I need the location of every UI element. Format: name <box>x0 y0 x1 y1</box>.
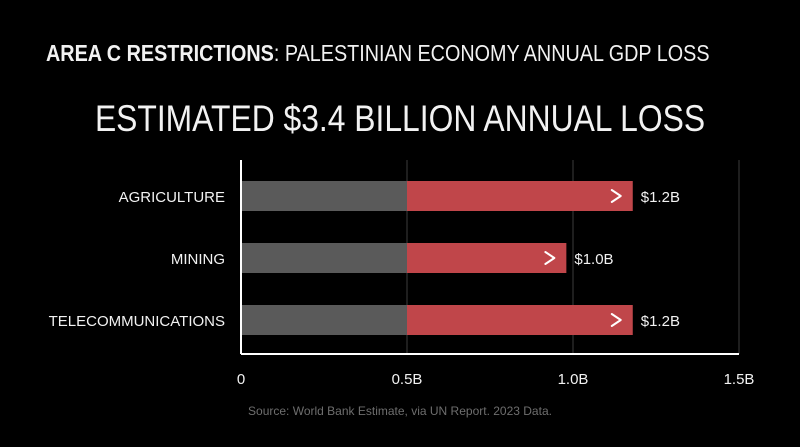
bar-chart: 0 0.5B 1.0B 1.5B AGRICULTURE $1.2B MINING $1.0… <box>49 160 755 388</box>
chart-headline: ESTIMATED $3.4 BILLION ANNUAL LOSS <box>94 98 706 139</box>
category-label: AGRICULTURE <box>119 189 225 206</box>
category-label: TELECOMMUNICATIONS <box>49 313 225 330</box>
x-tick-label: 1.5B <box>724 371 755 388</box>
header-title-rest: : PALESTINIAN ECONOMY ANNUAL GDP LOSS <box>273 40 710 66</box>
bar-base-segment <box>241 243 407 273</box>
category-label: MINING <box>171 251 225 268</box>
bar-arrow-head <box>610 189 622 203</box>
bar-arrow-head <box>544 251 556 265</box>
x-tick-label: 0.5B <box>392 371 423 388</box>
source-note: Source: World Bank Estimate, via UN Repo… <box>248 404 552 418</box>
header-title: AREA C RESTRICTIONS: PALESTINIAN ECONOMY… <box>46 40 710 67</box>
x-tick-label: 0 <box>237 371 245 388</box>
bar-arrow-head <box>610 313 622 327</box>
bar-base-segment <box>241 305 407 335</box>
x-tick-label: 1.0B <box>558 371 589 388</box>
data-label: $1.0B <box>574 251 613 268</box>
data-label: $1.2B <box>641 313 680 330</box>
header-title-bold: AREA C RESTRICTIONS <box>46 40 274 66</box>
bar-base-segment <box>241 181 407 211</box>
data-label: $1.2B <box>641 189 680 206</box>
